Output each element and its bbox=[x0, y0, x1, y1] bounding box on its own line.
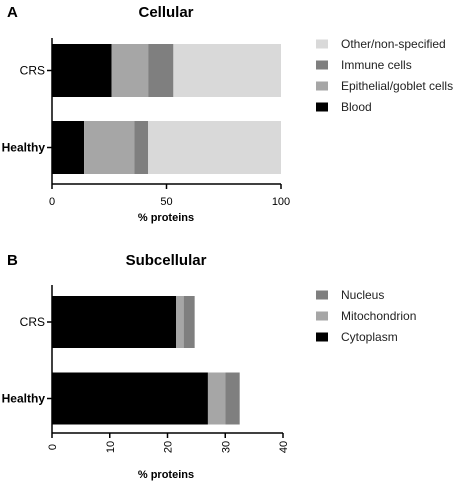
legend-label: Cytoplasm bbox=[341, 330, 398, 344]
legend-swatch bbox=[316, 39, 328, 49]
bar-segment-crs-cytoplasm bbox=[52, 296, 177, 348]
bar-segment-crs-mitochondrion bbox=[176, 296, 184, 348]
chart-title: Subcellular bbox=[126, 252, 207, 269]
bar-segment-healthy-epithelial-goblet-cells bbox=[84, 121, 135, 174]
legend-label: Blood bbox=[341, 100, 372, 114]
bar-segment-healthy-immune-cells bbox=[134, 121, 149, 174]
category-label: CRS bbox=[20, 64, 45, 78]
bar-segment-healthy-other-non-specified bbox=[148, 121, 281, 174]
bar-segment-crs-immune-cells bbox=[148, 44, 174, 97]
bar-segment-healthy-nucleus bbox=[225, 372, 240, 425]
legend-swatch bbox=[316, 81, 328, 91]
bar-segment-crs-blood bbox=[52, 44, 112, 97]
legend-label: Other/non-specified bbox=[341, 37, 446, 51]
legend-label: Epithelial/goblet cells bbox=[341, 79, 453, 93]
category-label: Healthy bbox=[2, 392, 46, 406]
legend-swatch bbox=[316, 290, 328, 300]
legend-label: Nucleus bbox=[341, 288, 384, 302]
bar-segment-crs-epithelial-goblet-cells bbox=[111, 44, 149, 97]
x-tick-label: 40 bbox=[278, 441, 290, 453]
legend-label: Mitochondrion bbox=[341, 309, 416, 323]
bar-segment-healthy-cytoplasm bbox=[52, 372, 208, 425]
x-tick-label: 0 bbox=[49, 196, 55, 208]
x-tick-label: 20 bbox=[163, 441, 175, 453]
x-axis-title: % proteins bbox=[138, 212, 194, 224]
chart-title: Cellular bbox=[138, 4, 193, 21]
x-tick-label: 50 bbox=[160, 196, 172, 208]
x-tick-label: 100 bbox=[272, 196, 290, 208]
legend-swatch bbox=[316, 60, 328, 70]
category-label: CRS bbox=[20, 315, 45, 329]
legend-swatch bbox=[316, 311, 328, 321]
bar-segment-healthy-mitochondrion bbox=[207, 372, 226, 425]
category-label: Healthy bbox=[2, 141, 46, 155]
bar-segment-healthy-blood bbox=[52, 121, 85, 174]
x-tick-label: 0 bbox=[47, 444, 59, 450]
legend-swatch bbox=[316, 332, 328, 342]
x-tick-label: 30 bbox=[220, 441, 232, 453]
x-axis-title: % proteins bbox=[138, 469, 194, 481]
bar-segment-crs-other-non-specified bbox=[173, 44, 281, 97]
legend-swatch bbox=[316, 102, 328, 112]
panel-letter: A bbox=[7, 4, 18, 21]
x-tick-label: 10 bbox=[105, 441, 117, 453]
panel-letter: B bbox=[7, 252, 18, 269]
bar-segment-crs-nucleus bbox=[183, 296, 195, 348]
legend-label: Immune cells bbox=[341, 58, 412, 72]
